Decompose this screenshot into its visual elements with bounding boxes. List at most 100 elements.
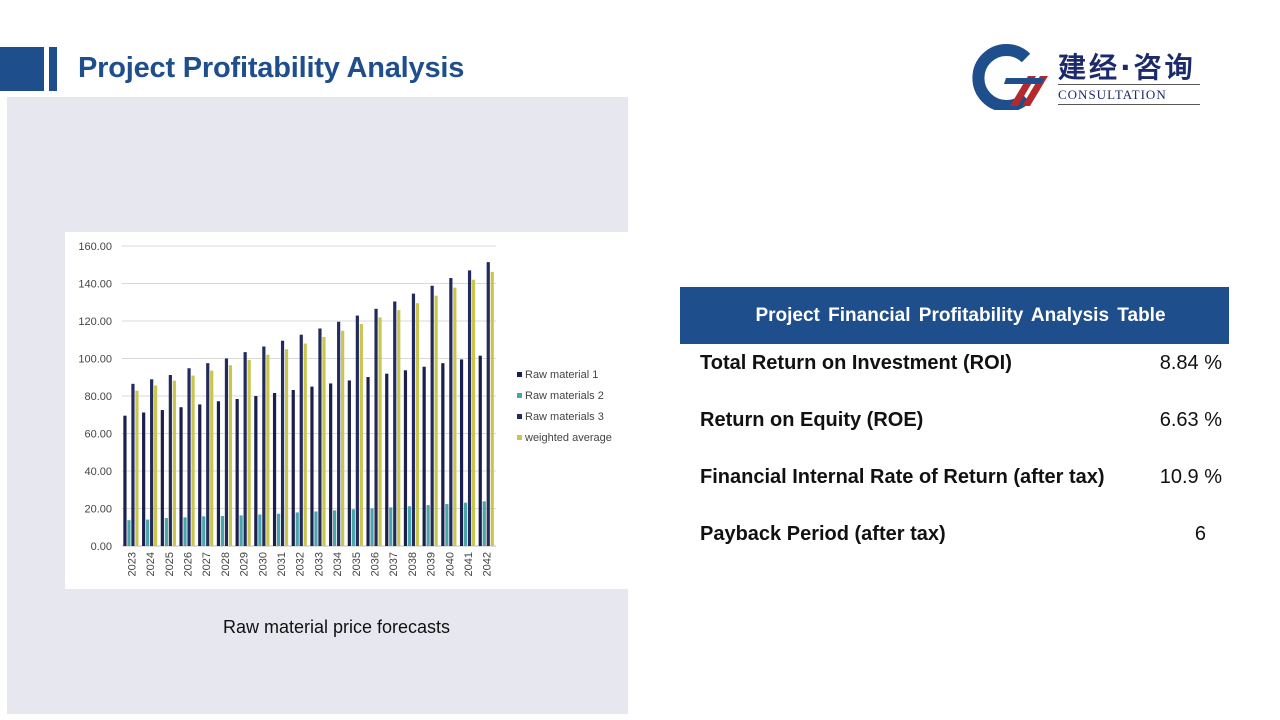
bar xyxy=(333,510,337,546)
bar xyxy=(434,295,438,546)
bar xyxy=(347,380,351,546)
x-tick-label: 2040 xyxy=(444,552,456,576)
bar xyxy=(183,517,187,546)
legend-label: Raw material 1 xyxy=(525,369,598,381)
x-tick-label: 2034 xyxy=(332,552,344,576)
bar xyxy=(453,287,457,546)
bar xyxy=(224,358,229,546)
bar xyxy=(478,355,482,546)
fin-row-value: 8.84 % xyxy=(1159,352,1222,374)
bar xyxy=(385,373,389,546)
bar xyxy=(291,390,295,546)
title-accent-stripe xyxy=(49,47,57,91)
y-tick-label: 40.00 xyxy=(84,466,112,478)
x-tick-label: 2038 xyxy=(407,552,419,576)
y-tick-label: 160.00 xyxy=(78,241,112,253)
fin-row-label: Total Return on Investment (ROI) xyxy=(700,352,1012,374)
fin-row-roi: Total Return on Investment (ROI) 8.84 % xyxy=(700,352,1222,382)
y-tick-label: 60.00 xyxy=(84,429,112,441)
bar xyxy=(415,303,420,546)
bar xyxy=(216,401,221,546)
fin-row-label: Financial Internal Rate of Return (after… xyxy=(700,466,1105,488)
logo-chinese-text: 建经·咨询 xyxy=(1058,51,1196,84)
bar xyxy=(490,271,494,546)
bar xyxy=(441,363,445,546)
bar xyxy=(355,315,359,546)
fin-row-label: Return on Equity (ROE) xyxy=(700,409,924,431)
bar xyxy=(370,508,374,546)
x-tick-label: 2028 xyxy=(220,552,232,576)
bar xyxy=(206,363,210,546)
bar xyxy=(146,519,150,546)
bar xyxy=(397,310,401,546)
x-tick-label: 2036 xyxy=(369,552,381,576)
legend-label: Raw materials 2 xyxy=(525,390,604,402)
bar xyxy=(351,509,355,546)
bar xyxy=(411,293,416,546)
bar xyxy=(284,349,289,546)
x-tick-label: 2032 xyxy=(295,552,307,576)
logo-mark-icon xyxy=(972,44,1048,112)
x-tick-label: 2037 xyxy=(388,552,400,576)
bar xyxy=(266,354,270,546)
legend-swatch xyxy=(517,414,522,419)
x-tick-label: 2024 xyxy=(145,552,157,576)
bar xyxy=(154,385,158,546)
bar xyxy=(262,346,266,546)
x-tick-label: 2042 xyxy=(482,552,494,576)
fin-row-value: 6 xyxy=(1194,523,1206,545)
bar xyxy=(471,279,476,546)
bar xyxy=(280,340,285,546)
bar xyxy=(389,507,393,546)
bar xyxy=(168,375,172,546)
bar xyxy=(486,262,490,546)
fin-row-roe: Return on Equity (ROE) 6.63 % xyxy=(700,409,1222,439)
bar xyxy=(150,379,154,546)
chart-container: 0.00 20.00 40.00 60.00 80.00 100.00 120.00 140.… xyxy=(65,232,628,589)
bar xyxy=(191,375,195,546)
fin-row-value: 10.9 % xyxy=(1159,466,1222,488)
bar xyxy=(449,278,453,546)
fin-row-firr: Financial Internal Rate of Return (after… xyxy=(700,466,1222,496)
y-tick-label: 120.00 xyxy=(78,316,112,328)
x-tick-label: 2023 xyxy=(126,552,138,576)
bar xyxy=(407,506,412,546)
x-tick-label: 2025 xyxy=(164,552,176,576)
x-tick-label: 2033 xyxy=(313,552,325,576)
bar xyxy=(463,502,468,546)
title-accent-block xyxy=(0,47,44,91)
bar xyxy=(210,370,214,546)
logo-underline xyxy=(1058,104,1200,105)
raw-material-price-chart: 0.00 20.00 40.00 60.00 80.00 100.00 120.00 140.… xyxy=(78,241,612,576)
bar xyxy=(341,330,345,546)
bar xyxy=(179,407,183,546)
bar xyxy=(459,359,464,546)
bar xyxy=(303,343,307,546)
bar xyxy=(426,505,430,546)
bar xyxy=(258,514,262,546)
bar xyxy=(445,504,449,546)
bar xyxy=(127,520,131,546)
bar xyxy=(322,336,326,546)
x-tick-label: 2035 xyxy=(351,552,363,576)
bar xyxy=(198,404,202,546)
bar xyxy=(187,368,191,546)
fin-table-header: Project Financial Profitability Analysis… xyxy=(680,287,1229,344)
legend-label: weighted average xyxy=(524,432,612,444)
y-tick-label: 80.00 xyxy=(84,391,112,403)
bar xyxy=(164,518,168,546)
bar xyxy=(482,501,486,546)
x-tick-label: 2039 xyxy=(426,552,438,576)
company-logo: 建经·咨询 CONSULTATION xyxy=(970,44,1205,112)
fin-row-label: Payback Period (after tax) xyxy=(700,523,946,545)
bar xyxy=(467,270,472,546)
bar xyxy=(235,399,239,546)
fin-row-payback: Payback Period (after tax) 6 xyxy=(700,523,1222,553)
x-tick-label: 2031 xyxy=(276,552,288,576)
bar xyxy=(202,516,206,546)
y-tick-label: 100.00 xyxy=(78,354,112,366)
bar xyxy=(247,360,251,546)
fin-table-title: Project Financial Profitability Analysis… xyxy=(755,304,1166,326)
x-tick-label: 2027 xyxy=(201,552,213,576)
bar xyxy=(135,390,139,546)
